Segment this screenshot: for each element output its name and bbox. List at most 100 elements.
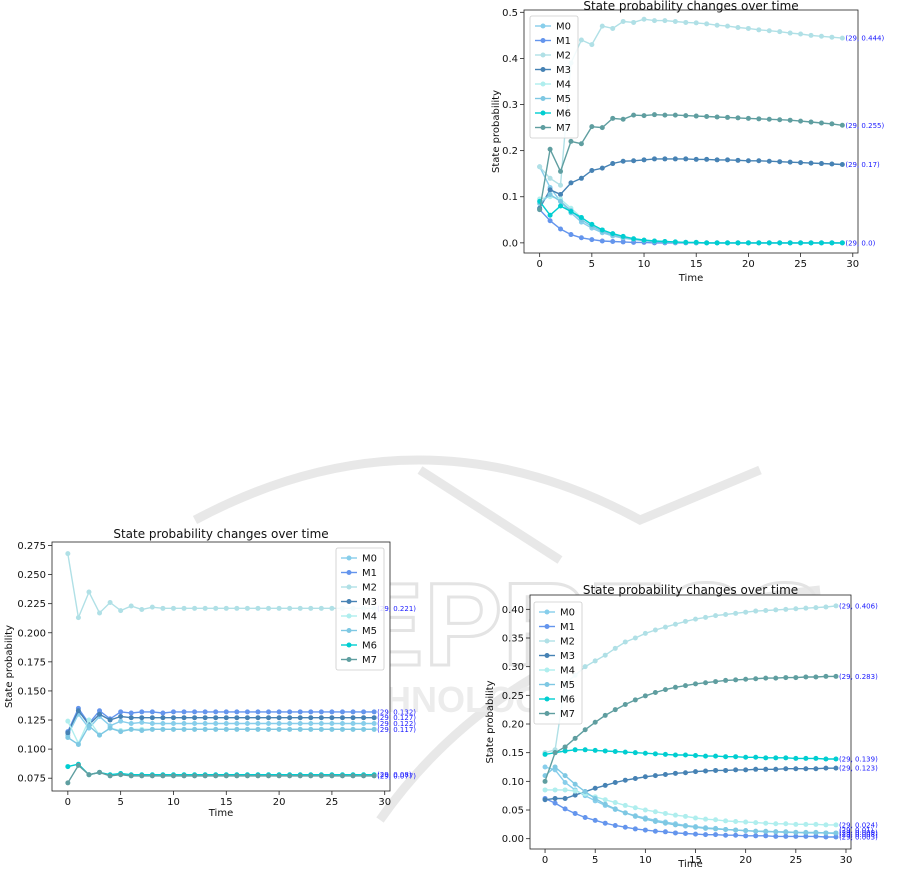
data-point	[181, 726, 187, 732]
data-point	[562, 806, 568, 812]
data-point	[361, 726, 367, 732]
y-tick-label: 0.35	[502, 634, 524, 645]
data-point	[773, 607, 779, 613]
data-point	[753, 766, 759, 772]
data-point	[777, 240, 783, 246]
data-point	[371, 726, 377, 732]
data-point	[329, 715, 335, 721]
legend-box	[533, 601, 583, 725]
legend-entry-m7: M7	[560, 709, 575, 720]
data-point	[723, 767, 729, 773]
data-point	[572, 781, 578, 787]
data-point	[632, 750, 638, 756]
legend-marker	[346, 642, 352, 648]
data-point	[612, 806, 618, 812]
data-point	[558, 191, 564, 197]
data-point	[213, 715, 219, 721]
data-point	[371, 721, 377, 727]
x-tick-label: 10	[167, 797, 180, 808]
legend-entry-m0: M0	[362, 554, 377, 565]
data-point	[652, 818, 658, 824]
data-point	[813, 605, 819, 611]
y-tick-label: 0.200	[17, 628, 46, 639]
y-tick-label: 0.100	[17, 745, 46, 756]
data-point	[276, 773, 282, 779]
data-point	[662, 156, 668, 162]
data-point	[75, 708, 81, 714]
y-tick-label: 0.10	[502, 777, 524, 788]
data-point	[602, 652, 608, 658]
data-point	[714, 114, 720, 120]
data-point	[823, 765, 829, 771]
data-point	[773, 766, 779, 772]
data-point	[139, 719, 145, 725]
data-point	[662, 771, 668, 777]
data-point	[602, 748, 608, 754]
data-point	[682, 831, 688, 837]
y-tick-label: 0.3	[502, 100, 518, 111]
data-point	[537, 207, 543, 213]
data-point	[682, 823, 688, 829]
data-point	[75, 741, 81, 747]
data-point	[266, 726, 272, 732]
data-point	[735, 240, 741, 246]
data-point	[547, 212, 553, 218]
x-tick-label: 10	[639, 855, 652, 866]
data-point	[107, 773, 113, 779]
data-point	[787, 159, 793, 165]
data-point	[743, 828, 749, 834]
data-point	[128, 726, 134, 732]
legend-marker	[346, 570, 352, 575]
data-point	[568, 138, 574, 144]
data-point	[97, 610, 103, 616]
data-point	[558, 226, 564, 232]
data-point	[662, 238, 668, 244]
series-m1	[542, 796, 839, 840]
data-point	[693, 769, 699, 775]
data-point	[672, 812, 678, 818]
data-point	[547, 187, 553, 193]
data-point	[652, 809, 658, 815]
data-point	[725, 114, 731, 120]
data-point	[558, 203, 564, 209]
data-point	[783, 675, 789, 681]
data-point	[672, 156, 678, 162]
point-annotation: (29, 0.255)	[845, 122, 884, 130]
data-point	[107, 600, 113, 606]
data-point	[602, 820, 608, 826]
data-point	[733, 818, 739, 824]
data-point	[371, 715, 377, 721]
data-point	[181, 715, 187, 721]
legend-marker	[346, 613, 352, 619]
data-point	[642, 693, 648, 699]
data-point	[756, 158, 762, 164]
legend-box	[529, 15, 579, 139]
data-point	[641, 157, 647, 163]
legend-entry-m5: M5	[362, 626, 377, 637]
legend-entry-m3: M3	[560, 651, 575, 662]
data-point	[287, 773, 293, 779]
point-annotation: (29, 0.127)	[377, 714, 416, 722]
legend: M0 M1 M2 M3 M4 M5 M6 M7	[533, 601, 583, 725]
data-point	[641, 113, 647, 119]
data-point	[808, 119, 814, 125]
data-point	[773, 833, 779, 839]
data-point	[641, 16, 647, 22]
data-point	[753, 828, 759, 834]
data-point	[582, 747, 588, 753]
series-m7	[542, 673, 839, 784]
x-tick-label: 25	[794, 259, 807, 270]
data-point	[745, 240, 751, 246]
data-point	[632, 635, 638, 641]
data-point	[672, 239, 678, 245]
data-point	[308, 709, 314, 715]
y-tick-label: 0.2	[502, 146, 518, 157]
data-point	[213, 709, 219, 715]
data-point	[234, 773, 240, 779]
y-tick-label: 0.075	[17, 774, 46, 785]
data-point	[642, 816, 648, 822]
data-point	[672, 621, 678, 627]
data-point	[803, 674, 809, 680]
data-point	[723, 677, 729, 683]
data-point	[97, 708, 103, 714]
